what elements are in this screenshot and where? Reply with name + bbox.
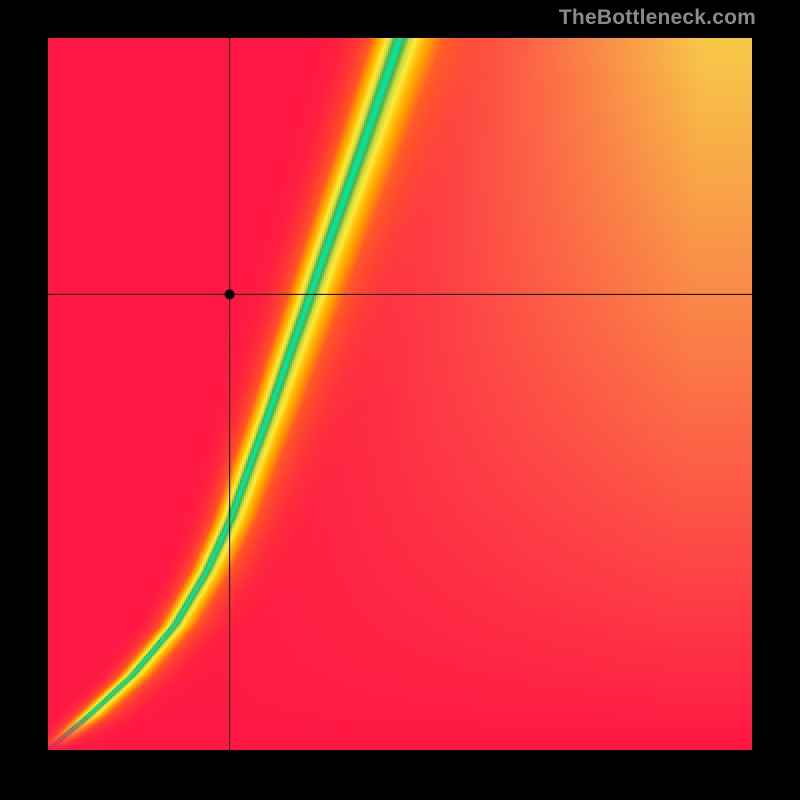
heatmap-plot: [48, 38, 752, 750]
chart-container: TheBottleneck.com: [0, 0, 800, 800]
watermark-text: TheBottleneck.com: [559, 6, 756, 30]
heatmap-canvas: [48, 38, 752, 750]
